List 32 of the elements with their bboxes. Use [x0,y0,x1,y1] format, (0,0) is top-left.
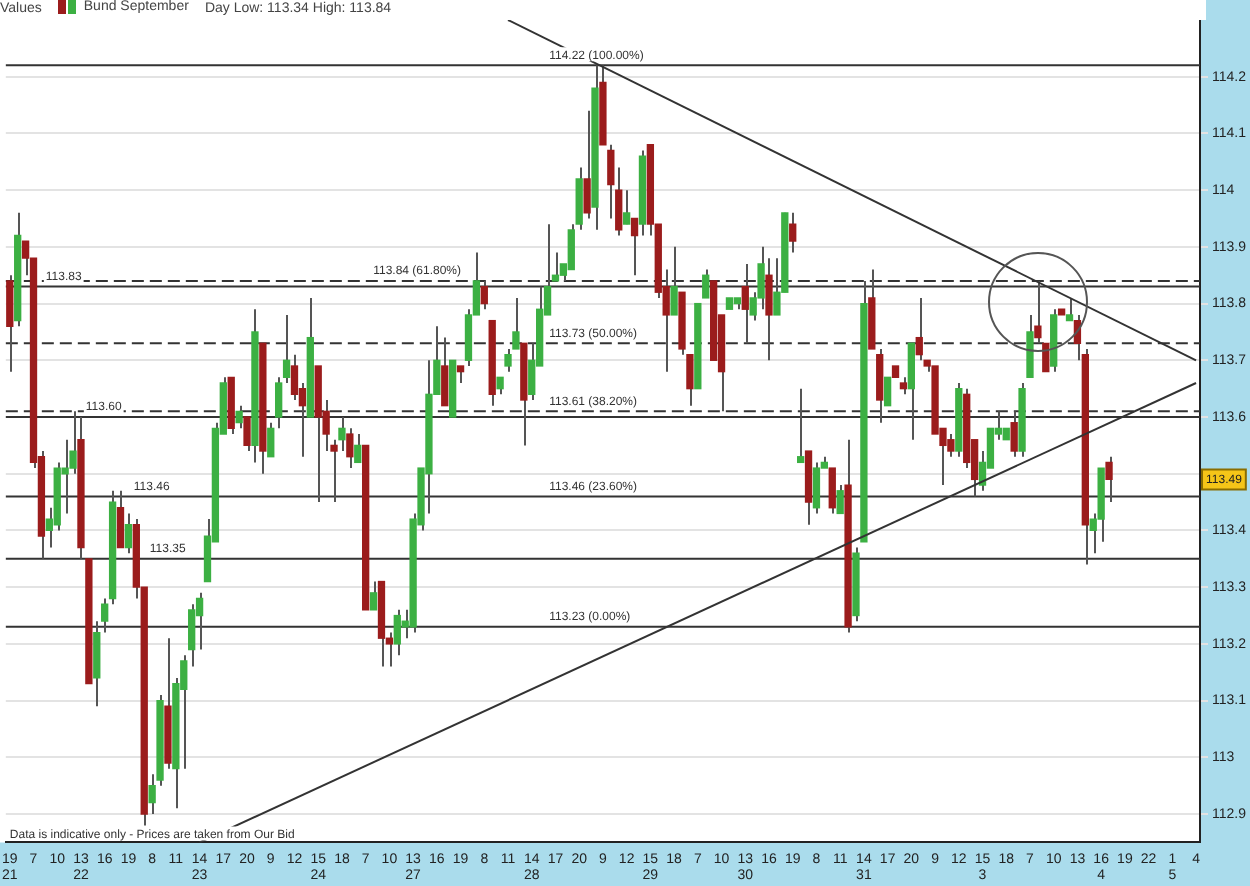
candlestick [188,603,196,668]
candlestick [116,489,125,549]
candlestick [907,342,916,441]
candlestick [915,296,923,362]
candlestick [670,245,678,316]
candlestick [575,166,583,231]
candlestick [354,433,362,464]
candlestick [1026,313,1034,379]
candlestick [6,274,14,373]
candlestick [796,387,805,464]
candlestick [369,580,378,611]
candlestick [836,484,844,515]
candlestick [1105,455,1113,504]
candlestick [828,467,836,515]
candlestick [876,347,884,424]
candlestick [1034,279,1042,345]
candlestick [124,512,133,555]
candlestick [338,416,346,453]
candlestick [235,404,243,430]
candlestick [1065,296,1074,322]
candlestick [686,353,694,407]
candlestick [622,189,631,226]
candlestick [883,376,892,407]
candlestick [583,109,591,220]
candlestick [1042,342,1050,373]
candlestick [789,211,797,254]
candlestick [630,217,639,277]
candlestick [480,279,488,311]
candlestick [441,336,449,407]
candlestick [741,262,749,345]
candlestick [702,268,710,299]
candlestick [1010,410,1018,458]
